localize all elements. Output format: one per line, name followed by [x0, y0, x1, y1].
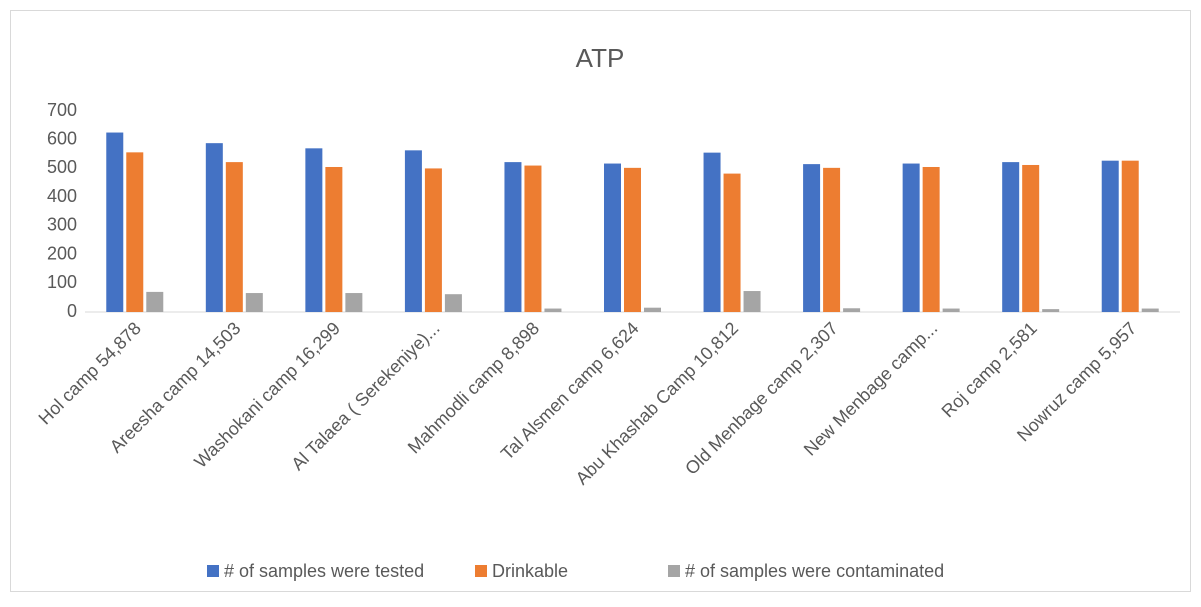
legend-swatch	[668, 565, 680, 577]
bar	[305, 148, 323, 312]
bar	[723, 173, 741, 312]
bar	[424, 168, 442, 312]
bar	[504, 162, 522, 312]
y-tick-label: 200	[47, 243, 77, 263]
bar	[922, 166, 940, 312]
legend-label: # of samples were contaminated	[685, 561, 944, 581]
y-tick-label: 0	[67, 301, 77, 321]
y-tick-label: 300	[47, 215, 77, 235]
bar	[444, 294, 462, 312]
bar	[703, 152, 721, 312]
bar	[146, 291, 164, 312]
bar	[1101, 160, 1119, 312]
bar	[942, 308, 960, 312]
legend-label: Drinkable	[492, 561, 568, 581]
chart-title: ATP	[576, 43, 625, 73]
bar	[902, 163, 920, 312]
bar	[604, 163, 621, 312]
y-tick-label: 700	[47, 100, 77, 120]
bar	[1121, 160, 1139, 312]
bar	[544, 308, 562, 312]
bar	[823, 167, 841, 312]
bar	[644, 307, 661, 312]
legend-swatch	[475, 565, 487, 577]
bar	[624, 167, 641, 312]
bar	[126, 152, 144, 312]
bar	[1042, 309, 1060, 312]
bar	[225, 162, 243, 312]
y-tick-label: 100	[47, 272, 77, 292]
bar	[1002, 162, 1020, 312]
bar	[205, 143, 223, 312]
bar	[245, 293, 263, 312]
bar	[803, 164, 821, 312]
bar	[743, 291, 761, 312]
legend-swatch	[207, 565, 219, 577]
bar	[524, 165, 542, 312]
bar	[404, 150, 422, 312]
bar	[1141, 308, 1159, 312]
legend-label: # of samples were tested	[224, 561, 424, 581]
bar	[106, 132, 124, 312]
bar	[1022, 164, 1040, 312]
y-tick-label: 500	[47, 157, 77, 177]
bar	[345, 293, 363, 312]
y-tick-label: 400	[47, 186, 77, 206]
bar	[843, 308, 861, 312]
bar	[325, 166, 343, 312]
y-tick-label: 600	[47, 128, 77, 148]
